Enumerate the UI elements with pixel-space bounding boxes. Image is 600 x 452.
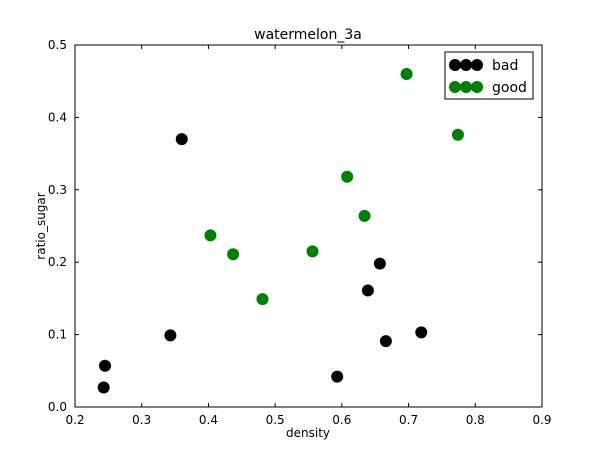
data-point-bad xyxy=(415,326,428,339)
x-tick-label: 0.6 xyxy=(332,413,351,427)
data-point-bad xyxy=(97,381,110,394)
data-point-good xyxy=(306,245,319,258)
data-point-bad xyxy=(175,133,188,146)
data-point-bad xyxy=(331,370,344,383)
data-point-bad xyxy=(379,335,392,348)
legend-entry-good: good xyxy=(449,80,527,96)
x-tick-label: 0.4 xyxy=(199,413,218,427)
chart-title: watermelon_3a xyxy=(254,27,362,43)
x-tick-label: 0.7 xyxy=(399,413,418,427)
x-tick-label: 0.3 xyxy=(132,413,151,427)
y-tick-label: 0.4 xyxy=(48,110,67,124)
series-good xyxy=(204,67,464,306)
data-point-good xyxy=(204,229,217,242)
legend-marker xyxy=(449,81,461,93)
x-tick-label: 0.9 xyxy=(532,413,551,427)
data-point-good xyxy=(358,209,371,222)
data-point-good xyxy=(341,170,354,183)
y-tick-label: 0.1 xyxy=(48,328,67,342)
legend-marker xyxy=(449,59,461,71)
legend-entry-bad: bad xyxy=(449,58,518,74)
y-axis-label: ratio_sugar xyxy=(34,192,48,259)
legend-marker xyxy=(460,81,472,93)
y-tick-label: 0.5 xyxy=(48,38,67,52)
x-tick-label: 0.2 xyxy=(65,413,84,427)
legend-marker xyxy=(471,81,483,93)
data-point-bad xyxy=(99,359,112,372)
data-point-bad xyxy=(164,329,177,342)
data-point-bad xyxy=(373,257,386,270)
x-axis-label: density xyxy=(286,426,330,440)
ticks-layer: 0.2 0.3 0.4 0.5 0.6 0.7 0.8 0.9 0.0 0.1 0.2 0.3 0.4 0… xyxy=(48,38,552,427)
legend-box xyxy=(444,51,534,100)
x-tick-label: 0.5 xyxy=(266,413,285,427)
data-point-bad xyxy=(361,284,374,297)
legend-marker xyxy=(471,59,483,71)
plot-frame xyxy=(74,44,543,408)
legend-label: bad xyxy=(492,58,518,74)
legend: bad good xyxy=(444,51,534,100)
y-tick-label: 0.0 xyxy=(48,400,67,414)
data-point-good xyxy=(451,128,464,141)
series-bad xyxy=(97,133,428,394)
legend-label: good xyxy=(492,80,527,96)
data-points-layer xyxy=(97,67,464,394)
y-tick-label: 0.2 xyxy=(48,255,67,269)
legend-marker xyxy=(460,59,472,71)
data-point-good xyxy=(256,293,269,306)
y-tick-label: 0.3 xyxy=(48,183,67,197)
data-point-good xyxy=(227,248,240,261)
data-point-good xyxy=(400,67,413,80)
x-tick-label: 0.8 xyxy=(466,413,485,427)
